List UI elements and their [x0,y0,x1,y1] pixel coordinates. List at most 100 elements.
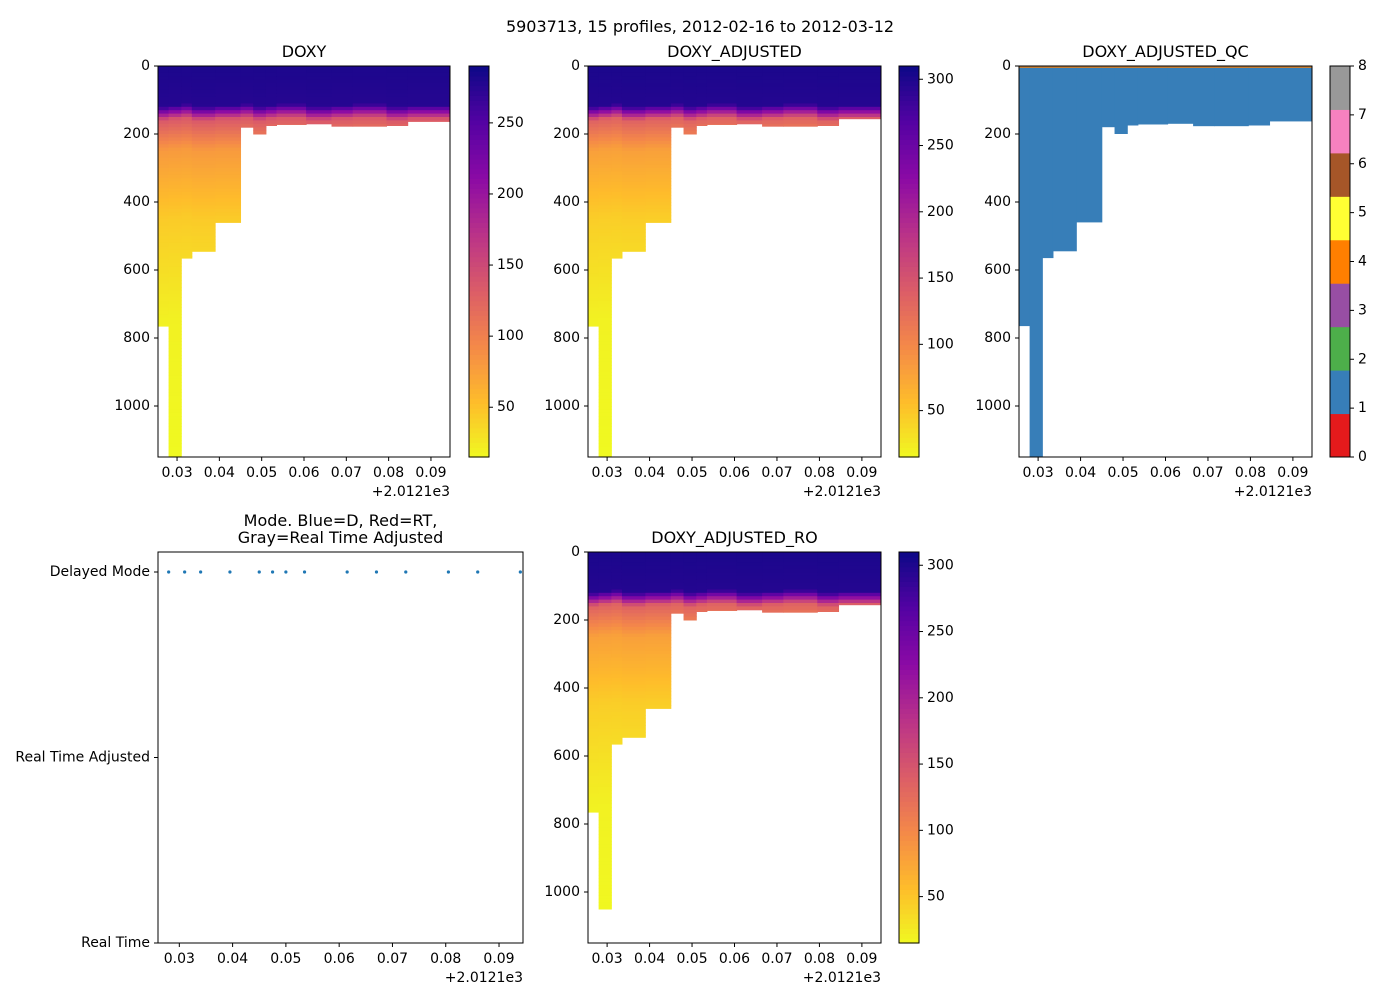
heatmap-cell [588,93,600,98]
heatmap-cell [598,562,612,567]
heatmap-cell [588,79,600,84]
heatmap-cell [611,96,623,101]
heatmap-cell [265,110,277,115]
heatmap-cell [621,161,646,166]
heatmap-cell [588,151,600,155]
heatmap-cell [670,569,685,573]
heatmap-cell [621,613,646,618]
heatmap-cell [817,589,840,594]
heatmap-cell [838,582,881,587]
heatmap-cell [158,188,170,193]
colorbar-segment [899,217,919,223]
heatmap-cell [645,606,672,611]
heatmap-cell [598,321,612,325]
heatmap-cell [598,151,612,155]
heatmap-cell [621,582,646,587]
heatmap-cell [253,66,267,70]
heatmap-cell [253,83,267,87]
heatmap-cell [158,168,170,172]
heatmap-cell [611,715,623,720]
mode-point [228,570,232,574]
heatmap-cell [645,552,672,556]
heatmap-cell [598,868,612,873]
heatmap-cell [331,123,354,127]
heatmap-cell [598,725,612,730]
heatmap-cell [611,188,623,193]
heatmap-cell [783,86,818,91]
heatmap-cell [598,83,612,87]
heatmap-cell [621,640,646,645]
colorbar-segment [899,933,919,939]
colorbar-segment [899,222,919,228]
heatmap-cell [181,208,193,213]
heatmap-cell [598,599,612,604]
heatmap-cell [598,905,612,910]
heatmap-cell [817,555,840,560]
heatmap-cell [598,348,612,353]
heatmap-cell [783,555,818,560]
heatmap-cell [706,113,738,118]
heatmap-cell [588,671,600,675]
heatmap-cell [817,572,840,577]
colorbar-segment [469,119,489,126]
heatmap-cell [817,606,840,611]
profile-column [306,66,333,125]
colorbar-segment [899,90,919,96]
colorbar-segment [899,315,919,321]
colorbar-segment [899,913,919,920]
profile-column [181,66,193,259]
heatmap-cell [670,89,685,94]
heatmap-cell [598,259,612,264]
heatmap-cell [598,372,612,376]
heatmap-cell [588,123,600,128]
heatmap-cell [588,96,600,101]
heatmap-cell [683,117,697,121]
heatmap-cell [670,120,685,125]
heatmap-cell [598,110,612,115]
colorbar-segment [899,552,919,558]
colorbar-segment [469,129,489,136]
heatmap-cell [783,123,818,127]
heatmap-cell [168,419,182,424]
heatmap-cell [598,711,612,716]
heatmap-cell [158,273,170,278]
colorbar-segment [899,644,919,651]
colorbar-segment [469,417,489,424]
heatmap-cell [645,565,672,570]
heatmap-cell [670,66,685,70]
heatmap-cell [588,147,600,152]
heatmap-cell [598,749,612,754]
heatmap-cell [598,266,612,271]
heatmap-cell [683,69,697,74]
heatmap-cell [215,208,242,213]
heatmap-cell [621,120,646,125]
heatmap-cell [783,569,818,573]
heatmap-cell [736,586,763,590]
y-category-label: Real Time [81,935,150,951]
heatmap-cell [838,592,881,597]
heatmap-cell [706,120,738,125]
heatmap-cell [621,76,646,81]
colorbar-segment [469,373,489,380]
colorbar-segment [469,349,489,355]
heatmap-cell [736,572,763,577]
heatmap-cell [588,620,600,624]
heatmap-cell [736,589,763,594]
heatmap-cell [598,389,612,393]
heatmap-cell [407,113,450,118]
y-tick-label: 200 [123,126,150,142]
qc-cell [1127,66,1139,126]
heatmap-cell [838,558,881,563]
heatmap-cell [645,134,672,138]
heatmap-cell [598,290,612,295]
heatmap-cell [645,137,672,142]
heatmap-cell [611,157,623,162]
heatmap-cell [598,745,612,750]
heatmap-cell [621,677,646,682]
heatmap-cell [306,89,333,94]
heatmap-cell [168,348,182,353]
heatmap-cell [352,106,388,111]
heatmap-cell [598,871,612,876]
heatmap-cell [838,103,881,108]
